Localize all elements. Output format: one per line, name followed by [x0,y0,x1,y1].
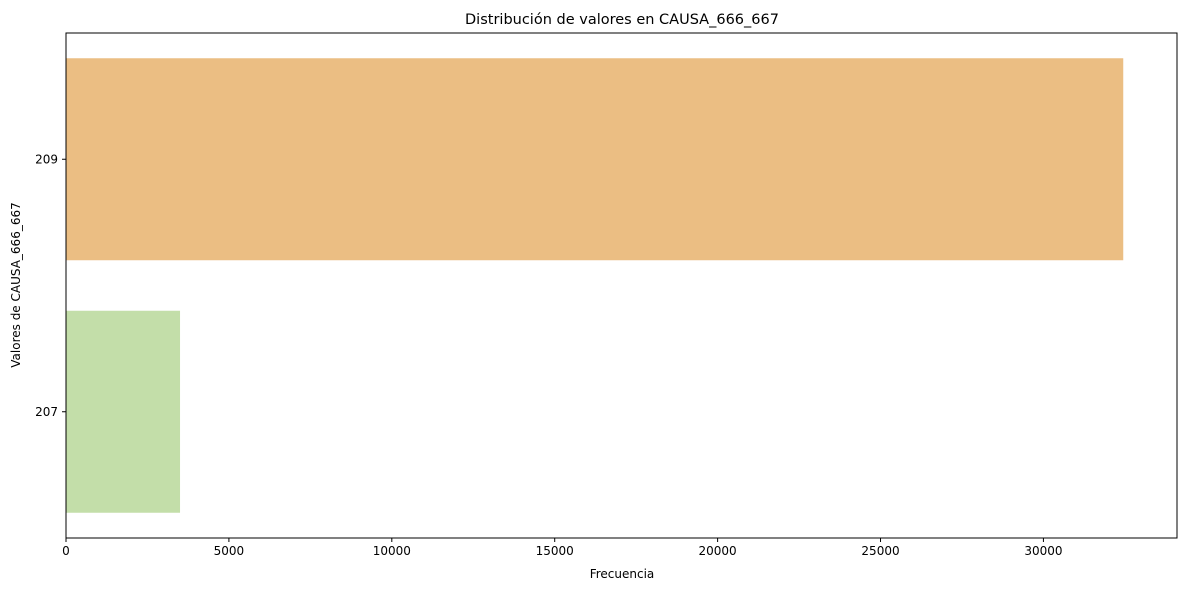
x-axis-title: Frecuencia [590,567,655,581]
bar-207 [66,310,181,513]
x-tick-label: 25000 [861,544,899,558]
bars-group [66,58,1124,513]
x-tick-label: 20000 [699,544,737,558]
y-tick-label: 207 [35,405,58,419]
x-tick-label: 0 [62,544,70,558]
x-tick-label: 10000 [373,544,411,558]
bar-209 [66,58,1124,261]
x-tick-label: 30000 [1024,544,1062,558]
plot-frame [65,32,1178,539]
x-tick-label: 15000 [536,544,574,558]
x-tick-label: 5000 [214,544,245,558]
y-axis: 209 207 [35,152,66,419]
y-axis-title: Valores de CAUSA_666_667 [9,202,23,367]
x-axis: 0 5000 10000 15000 20000 25000 30000 [62,538,1063,558]
y-tick-label: 209 [35,152,58,166]
chart-title: Distribución de valores en CAUSA_666_667 [465,12,779,28]
